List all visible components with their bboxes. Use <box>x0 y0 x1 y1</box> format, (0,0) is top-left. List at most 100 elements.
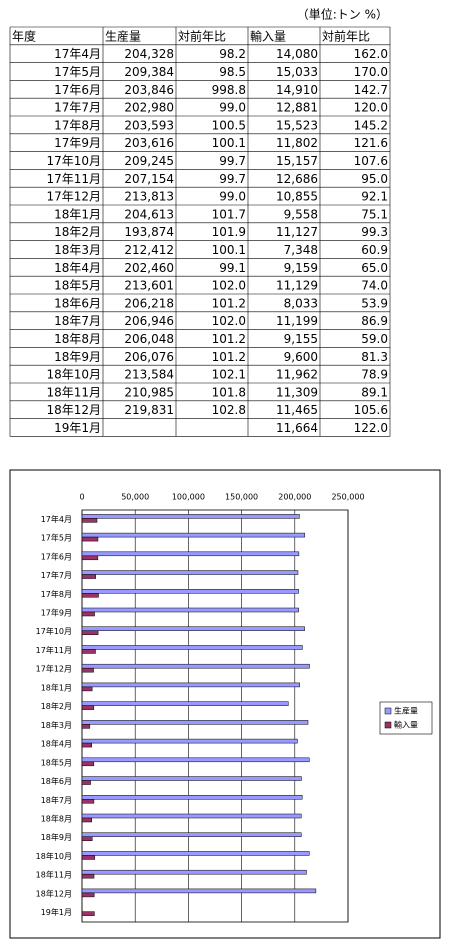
bar <box>81 817 92 823</box>
table-cell: 209,245 <box>124 154 174 168</box>
table-cell: 11,127 <box>276 225 318 239</box>
table-cell: 98.5 <box>219 65 246 79</box>
bar <box>81 686 93 692</box>
table-cell: 100.1 <box>212 136 246 150</box>
bar <box>81 724 91 729</box>
table-header: 年度 <box>12 28 36 43</box>
bar <box>81 682 300 688</box>
y-tick-label: 18年3月 <box>41 720 72 730</box>
table-cell: 15,033 <box>276 65 318 79</box>
table-cell: 18年12月 <box>46 403 101 417</box>
table-cell: 18年8月 <box>54 332 101 346</box>
table-cell: 86.9 <box>361 314 388 328</box>
bar <box>81 813 302 819</box>
table-cell: 99.3 <box>361 225 388 239</box>
table-cell: 17年4月 <box>54 47 101 61</box>
table-cell: 102.1 <box>212 368 246 382</box>
bar <box>81 649 96 654</box>
table-cell: 60.9 <box>361 243 388 257</box>
bar <box>81 836 93 841</box>
table-cell: 102.8 <box>212 403 246 417</box>
x-tick-label: 100,000 <box>172 493 205 502</box>
table-cell: 92.1 <box>361 190 388 204</box>
y-tick-label: 18年7月 <box>41 795 72 805</box>
table-cell: 18年9月 <box>54 350 101 364</box>
bar <box>81 667 94 673</box>
table-cell: 105.6 <box>354 403 388 417</box>
y-tick-label: 17年10月 <box>36 626 72 636</box>
bar <box>81 589 299 594</box>
table-header: 対前年比 <box>178 28 226 43</box>
table-cell: 204,328 <box>124 47 174 61</box>
table-cell: 78.9 <box>361 368 388 382</box>
table-cell: 210,985 <box>124 385 174 399</box>
y-tick-label: 18年9月 <box>41 832 72 842</box>
table-cell: 11,129 <box>276 279 318 293</box>
table-cell: 11,962 <box>276 368 318 382</box>
y-tick-label: 19年1月 <box>41 907 72 917</box>
table-cell: 19年1月 <box>54 421 101 435</box>
y-tick-label: 17年5月 <box>41 533 72 543</box>
x-tick-label: 150,000 <box>225 493 258 502</box>
y-tick-label: 18年12月 <box>36 888 72 898</box>
table-cell: 99.7 <box>219 172 246 186</box>
table-cell: 101.7 <box>212 207 246 221</box>
bar <box>81 851 310 856</box>
table-cell: 9,159 <box>284 261 318 275</box>
table-cell: 102.0 <box>212 314 246 328</box>
y-tick-label: 18年1月 <box>41 682 72 692</box>
table-cell: 193,874 <box>124 225 174 239</box>
table-header: 生産量 <box>105 28 141 43</box>
bar <box>81 761 95 767</box>
table-cell: 206,076 <box>124 350 174 364</box>
table-header: 輸入量 <box>250 28 286 43</box>
bar <box>81 888 317 894</box>
table-cell: 9,558 <box>284 207 318 221</box>
bar <box>81 780 91 785</box>
table-cell: 212,412 <box>124 243 174 257</box>
table-cell: 99.0 <box>219 190 246 204</box>
table-header: 対前年比 <box>322 28 370 43</box>
table-cell: 213,584 <box>124 368 174 382</box>
table-cell: 53.9 <box>361 296 388 310</box>
table-cell: 202,980 <box>124 101 174 115</box>
table-cell: 101.8 <box>212 385 246 399</box>
y-tick-label: 18年11月 <box>36 870 72 880</box>
table-cell: 202,460 <box>124 261 174 275</box>
table-cell: 17年9月 <box>54 136 101 150</box>
table-cell: 14,910 <box>276 83 318 97</box>
table-cell: 142.7 <box>354 83 388 97</box>
table-cell: 100.5 <box>212 118 246 132</box>
table-cell: 121.6 <box>354 136 388 150</box>
bar <box>81 869 307 875</box>
table-cell: 17年7月 <box>54 101 101 115</box>
table-cell: 17年11月 <box>46 172 101 186</box>
table-cell: 99.1 <box>219 261 246 275</box>
bar <box>81 514 300 519</box>
table-cell: 9,155 <box>284 332 318 346</box>
legend-label: 生産量 <box>394 706 418 716</box>
table-cell: 15,157 <box>276 154 318 168</box>
table-cell: 11,664 <box>276 421 318 435</box>
plot-frame <box>81 509 349 923</box>
table-cell: 18年7月 <box>54 314 101 328</box>
table-cell: 998.8 <box>212 83 246 97</box>
table-cell: 17年5月 <box>54 65 101 79</box>
x-tick-label: 0 <box>79 493 84 502</box>
x-tick-label: 250,000 <box>331 493 364 502</box>
table-cell: 7,348 <box>284 243 318 257</box>
bar <box>81 630 99 635</box>
table-cell: 59.0 <box>361 332 388 346</box>
y-tick-label: 18年10月 <box>36 851 72 861</box>
table-cell: 102.0 <box>212 279 246 293</box>
x-tick-label: 50,000 <box>121 493 149 502</box>
y-tick-label: 17年7月 <box>41 570 72 580</box>
table-cell: 107.6 <box>354 154 388 168</box>
bar <box>81 705 95 710</box>
table-cell: 206,946 <box>124 314 174 328</box>
table-cell: 11,199 <box>276 314 318 328</box>
table-cell: 207,154 <box>124 172 174 186</box>
bar <box>81 855 95 860</box>
table-cell: 219,831 <box>124 403 174 417</box>
